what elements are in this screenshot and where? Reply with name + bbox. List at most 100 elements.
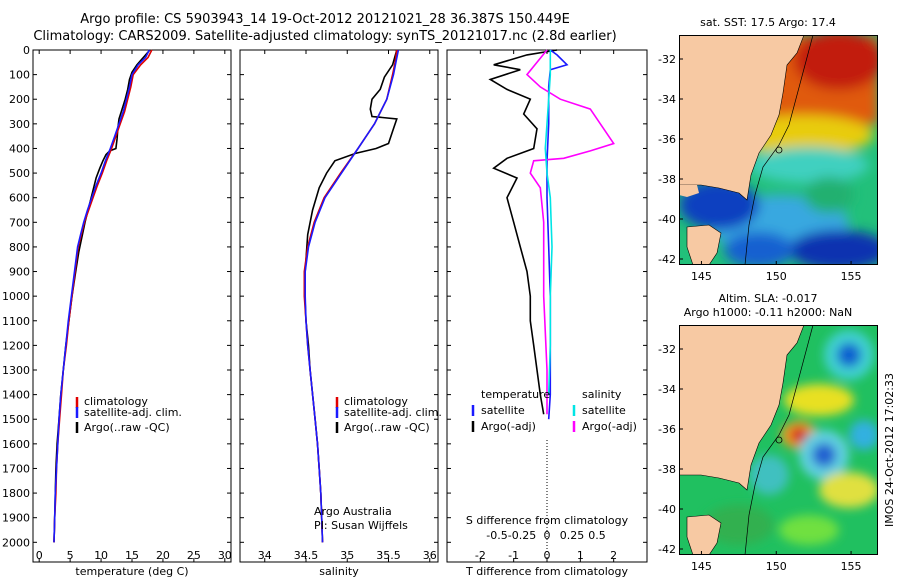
map-ytick-label: -40	[658, 503, 676, 516]
ytick-label: 1200	[2, 339, 30, 352]
sst-map-image	[679, 35, 878, 265]
ytick-label: 1000	[2, 290, 30, 303]
temperature-panel: 0100200300400500600700800900100011001200…	[2, 44, 232, 578]
ytick-label: 1400	[2, 389, 30, 402]
annotation-pi: PI: Susan Wijffels	[314, 519, 408, 532]
map-ytick-label: -36	[658, 133, 676, 146]
xtick-label: 0	[544, 549, 551, 562]
xtick-label: 35.5	[376, 549, 401, 562]
map-ytick-label: -40	[658, 213, 676, 226]
map-xtick-label: 145	[691, 560, 712, 573]
ytick-label: 0	[23, 44, 30, 57]
s-tick-label: -0.5	[486, 529, 507, 542]
map-ytick-label: -32	[658, 53, 676, 66]
xtick-label: 0	[36, 549, 43, 562]
xtick-label: 34	[258, 549, 272, 562]
legend-satellite-adj: satellite-adj. clim.	[84, 406, 182, 419]
legend-climatology: climatology	[344, 395, 408, 408]
legend-argo: Argo(..raw -QC)	[344, 421, 430, 434]
legend-climatology: climatology	[84, 395, 148, 408]
ytick-label: 400	[9, 142, 30, 155]
legend-temperature-title: temperature	[481, 388, 550, 401]
map-ytick-label: -36	[658, 423, 676, 436]
difference-legend: temperature satellite Argo(-adj) salinit…	[471, 388, 637, 433]
ytick-label: 800	[9, 241, 30, 254]
ytick-label: 700	[9, 216, 30, 229]
legend-t-satellite: satellite	[481, 404, 525, 417]
map-ytick-label: -42	[658, 253, 676, 266]
ytick-label: 1600	[2, 438, 30, 451]
series-line-s-argo-adj-	[525, 49, 615, 415]
temperature-legend: climatology satellite-adj. clim. Argo(..…	[75, 395, 182, 434]
sla-map-image	[679, 325, 878, 555]
xtick-label: 1	[577, 549, 584, 562]
map-ytick-label: -34	[658, 93, 676, 106]
legend-t-argo: Argo(-adj)	[481, 420, 536, 433]
ytick-label: 1800	[2, 487, 30, 500]
xtick-label: 10	[94, 549, 108, 562]
ytick-label: 600	[9, 192, 30, 205]
ytick-label: 2000	[2, 536, 30, 549]
legend-s-argo: Argo(-adj)	[582, 420, 637, 433]
xtick-label: 5	[67, 549, 74, 562]
xtick-label: 36	[423, 549, 437, 562]
s-difference-label: S difference from climatology	[466, 514, 629, 527]
sla-map-title-line1: Altim. SLA: -0.017	[718, 292, 817, 305]
xtick-label: 25	[187, 549, 201, 562]
difference-panel: -2 -1 0 1 2 temperature satellite Argo(-adj)…	[446, 49, 648, 578]
figure-title-line2: Climatology: CARS2009. Satellite-adjuste…	[33, 29, 617, 44]
s-tick-label: 0.25	[560, 529, 585, 542]
xtick-label: 20	[156, 549, 170, 562]
figure-title-line1: Argo profile: CS 5903943_14 19-Oct-2012 …	[80, 12, 570, 27]
series-line-t-argo-adj-	[488, 49, 558, 415]
xtick-label: 15	[125, 549, 139, 562]
series-line-satellite-adj-clim-	[304, 49, 400, 543]
ytick-label: 900	[9, 266, 30, 279]
ytick-label: 1300	[2, 364, 30, 377]
t-difference-xlabel: T difference from climatology	[465, 565, 628, 578]
ytick-label: 100	[9, 69, 30, 82]
legend-salinity-title: salinity	[582, 388, 622, 401]
sst-map-title: sat. SST: 17.5 Argo: 17.4	[700, 16, 836, 29]
s-tick-label: 0	[544, 529, 551, 542]
xtick-label: 35	[340, 549, 354, 562]
timestamp-stamp: IMOS 24-Oct-2012 17:02:33	[883, 373, 896, 527]
sla-map-title-line2: Argo h1000: -0.11 h2000: NaN	[684, 306, 853, 319]
xtick-label: 34.5	[294, 549, 319, 562]
map-xtick-label: 150	[766, 560, 787, 573]
xtick-label: 30	[218, 549, 232, 562]
temperature-xlabel: temperature (deg C)	[75, 565, 188, 578]
ytick-label: 1900	[2, 512, 30, 525]
salinity-xlabel: salinity	[319, 565, 359, 578]
annotation-argo-australia: Argo Australia	[314, 505, 392, 518]
salinity-legend: climatology satellite-adj. clim. Argo(..…	[335, 395, 442, 434]
map-xtick-label: 155	[841, 560, 862, 573]
map-xtick-label: 145	[691, 270, 712, 283]
temperature-axes-frame	[32, 49, 232, 563]
legend-satellite-adj: satellite-adj. clim.	[344, 406, 442, 419]
ytick-label: 1700	[2, 462, 30, 475]
ytick-label: 1100	[2, 315, 30, 328]
sla-map-panel: Altim. SLA: -0.017 Argo h1000: -0.11 h20…	[658, 292, 878, 573]
xtick-label: -2	[475, 549, 486, 562]
map-ytick-label: -38	[658, 173, 676, 186]
s-tick-label: -0.25	[508, 529, 536, 542]
map-ytick-label: -38	[658, 463, 676, 476]
sst-map-panel: sat. SST: 17.5 Argo: 17.4	[658, 16, 878, 283]
ytick-label: 1500	[2, 413, 30, 426]
legend-s-satellite: satellite	[582, 404, 626, 417]
map-ytick-label: -42	[658, 543, 676, 556]
salinity-panel: 34 34.5 35 35.5 36 climatology satellite-adj…	[239, 49, 442, 578]
map-ytick-label: -34	[658, 383, 676, 396]
series-line-s-satellite	[544, 50, 553, 395]
map-xtick-label: 150	[766, 270, 787, 283]
map-xtick-label: 155	[841, 270, 862, 283]
ytick-label: 500	[9, 167, 30, 180]
xtick-label: 2	[610, 549, 617, 562]
xtick-label: -1	[508, 549, 519, 562]
map-ytick-label: -32	[658, 343, 676, 356]
ytick-label: 300	[9, 118, 30, 131]
series-line-satellite-adj-clim-	[53, 49, 151, 543]
ytick-label: 200	[9, 93, 30, 106]
